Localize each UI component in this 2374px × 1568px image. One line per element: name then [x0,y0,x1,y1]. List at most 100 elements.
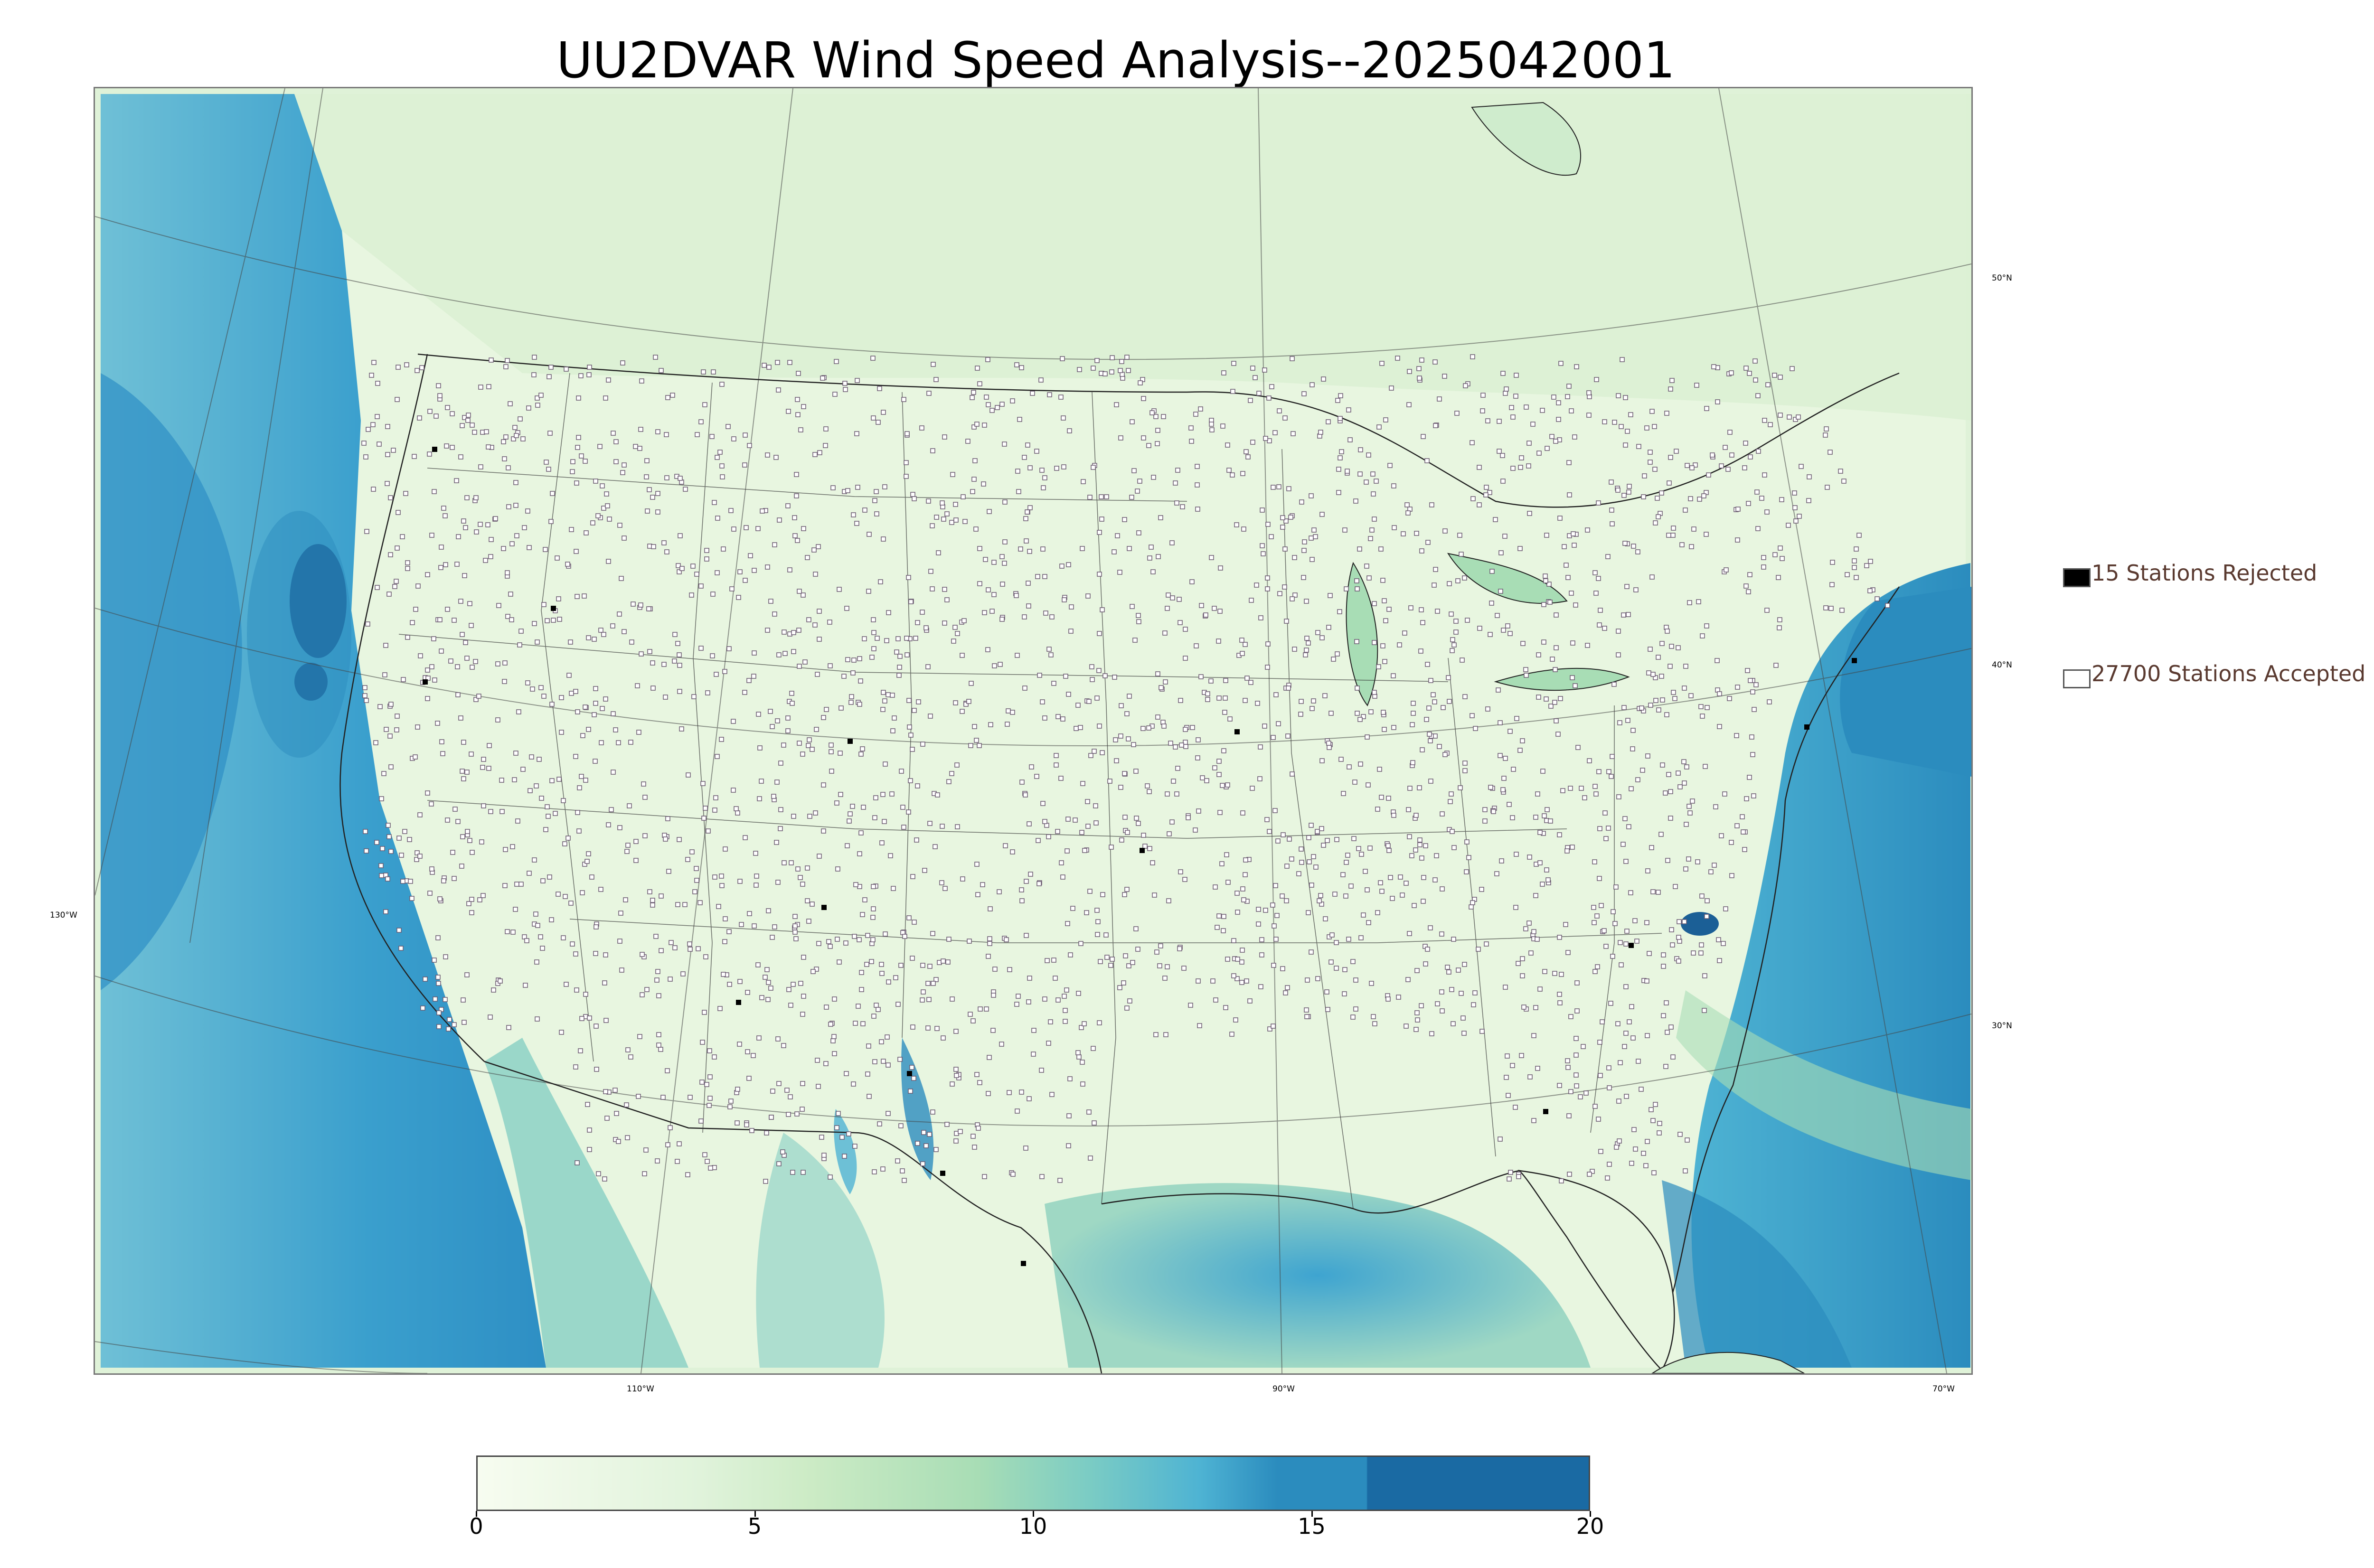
accepted-station-marker [487,743,492,748]
accepted-station-marker [984,394,989,400]
accepted-station-marker [872,1169,877,1174]
accepted-station-marker [1169,819,1175,825]
accepted-station-marker [1096,668,1102,673]
accepted-station-marker [757,745,763,751]
accepted-station-marker [432,958,437,963]
accepted-station-marker [1742,847,1747,852]
accepted-station-marker [1039,1174,1045,1179]
accepted-station-marker [1868,559,1873,564]
accepted-station-marker [1568,1014,1573,1019]
accepted-station-marker [1553,439,1558,444]
accepted-station-marker [538,393,544,398]
accepted-station-marker [508,592,513,597]
accepted-station-marker [787,567,792,573]
accepted-station-marker [876,420,881,425]
accepted-station-marker [1119,359,1124,364]
accepted-station-marker [1162,630,1168,636]
accepted-station-marker [1563,922,1568,927]
accepted-station-marker [1514,852,1519,857]
accepted-station-marker [395,714,400,719]
accepted-station-marker [502,456,507,461]
accepted-station-marker [510,844,515,849]
accepted-station-marker [1686,856,1691,862]
accepted-station-marker [509,617,514,622]
accepted-station-marker [846,1131,851,1136]
accepted-station-marker [1372,640,1377,645]
accepted-station-marker [1735,507,1741,512]
accepted-station-marker [1594,913,1600,919]
accepted-station-marker [1036,881,1042,886]
accepted-station-marker [429,664,434,669]
accepted-station-marker [1019,1089,1024,1095]
accepted-station-marker [1667,480,1672,486]
accepted-station-marker [1065,817,1071,822]
accepted-station-marker [1506,1093,1511,1098]
accepted-station-marker [1616,794,1621,799]
accepted-station-marker [637,1034,642,1039]
accepted-station-marker [1527,511,1532,516]
accepted-station-marker [1405,977,1411,982]
accepted-station-marker [612,1088,618,1093]
accepted-station-marker [450,411,455,416]
accepted-station-marker [1677,919,1682,924]
accepted-station-marker [933,844,938,849]
accepted-station-marker [1585,643,1590,648]
accepted-station-marker [689,849,695,854]
accepted-station-marker [1060,874,1065,880]
accepted-station-marker [1290,356,1295,361]
accepted-station-marker [469,623,474,628]
accepted-station-marker [1710,452,1715,458]
accepted-station-marker [1482,807,1488,812]
accepted-station-marker [865,1071,870,1077]
accepted-station-marker [680,971,686,976]
accepted-station-marker [620,470,625,475]
accepted-station-marker [1169,540,1175,545]
accepted-station-marker [806,617,811,622]
accepted-station-marker [1564,848,1570,854]
accepted-station-marker [1231,938,1236,943]
accepted-station-marker [707,1096,713,1101]
accepted-station-marker [1535,791,1540,797]
accepted-station-marker [530,686,535,692]
accepted-station-marker [1177,597,1182,602]
accepted-station-marker [1283,518,1289,524]
accepted-station-marker [505,570,510,575]
accepted-station-marker [645,508,650,514]
accepted-station-marker [1574,980,1580,986]
accepted-station-marker [1010,849,1015,854]
accepted-station-marker [1586,390,1592,395]
accepted-station-marker [602,980,607,986]
accepted-station-marker [780,1149,785,1155]
accepted-station-marker [600,483,605,488]
accepted-station-marker [480,893,486,898]
accepted-station-marker [920,610,925,615]
accepted-station-marker [788,1003,793,1008]
rejected-station-marker [1140,848,1145,853]
accepted-station-marker [1531,1033,1536,1038]
accepted-station-marker [1100,607,1105,612]
accepted-station-marker [1081,479,1086,484]
accepted-station-marker [1541,602,1546,607]
accepted-station-marker [1406,402,1412,407]
accepted-station-marker [395,397,400,402]
accepted-station-marker [850,670,856,676]
accepted-station-marker [999,617,1005,622]
accepted-station-marker [1203,612,1208,618]
accepted-station-marker [1462,575,1467,581]
accepted-station-marker [688,1095,693,1100]
accepted-station-marker [1097,1020,1102,1025]
accepted-station-marker [898,963,904,968]
accepted-station-marker [1281,832,1286,837]
accepted-station-marker [1178,869,1183,874]
accepted-station-marker [1147,846,1152,851]
accepted-station-marker [405,566,410,571]
accepted-station-marker [1533,893,1538,898]
accepted-station-marker [966,699,971,704]
accepted-station-marker [806,743,811,748]
accepted-station-marker [454,478,459,483]
accepted-station-marker [1566,384,1572,389]
accepted-station-marker [1322,693,1328,698]
accepted-station-marker [435,721,440,726]
accepted-station-marker [534,783,539,789]
accepted-station-marker [1118,368,1123,373]
